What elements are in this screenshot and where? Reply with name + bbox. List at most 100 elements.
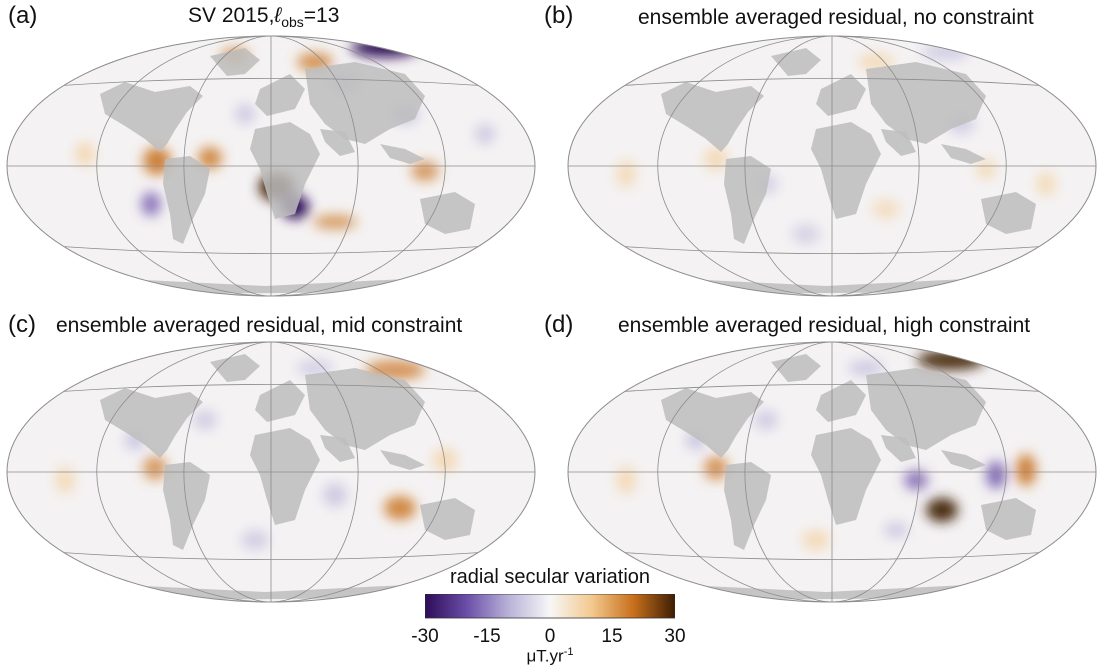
landmass [941,450,986,470]
landmass [210,354,260,382]
colorbar-title: radial secular variation [449,566,651,588]
map-border [6,35,536,297]
anomaly-blob [1016,454,1036,486]
anomaly-blob [1036,172,1056,196]
landmass [811,428,881,525]
anomaly-blob [143,456,167,480]
anomaly-blob [904,470,928,490]
landmass [811,122,881,219]
anomaly-blob [917,350,985,370]
land-layer [100,48,475,294]
anomaly-blob [475,124,495,144]
landmass [881,435,916,462]
landmass [881,129,916,156]
anomaly-blob [926,498,958,522]
panel-label: (c) [8,311,36,338]
landmass [866,368,986,450]
anomaly-blob [143,147,171,175]
unit-base: μT.yr [526,646,564,666]
parallel-line [624,246,1040,254]
panel-c: (c) ensemble averaged residual, mid cons… [0,305,520,625]
graticule [568,35,1096,297]
anomaly-blob [313,215,357,229]
landmass [816,74,866,116]
title-prefix: SV 2015, [188,4,275,27]
panel-label: (d) [544,311,574,338]
landmass [941,144,986,164]
title-suffix: =13 [303,4,340,27]
landmass [380,144,425,164]
landmass [305,368,425,450]
anomaly-blob [351,39,419,57]
parallel-line [63,552,479,560]
landmass [420,498,475,540]
panel-a: (a) SV 2015,ℓobs=13 [0,0,520,320]
map-border [567,35,1097,297]
anomaly-blob [235,104,255,124]
anomaly-blob [704,147,728,171]
anomaly-blob [792,224,820,244]
anomaly-blob [986,461,1006,489]
landmass [100,82,203,152]
panel-title: SV 2015,ℓobs=13 [188,4,339,30]
landmass [420,192,475,234]
landmass [866,62,986,144]
anomaly-blob [384,496,416,520]
map-b [567,35,1097,297]
panel-title: ensemble averaged residual, high constra… [618,314,1031,337]
anomaly-blob [616,466,636,494]
map-border [567,341,1097,603]
panel-label: (a) [8,2,38,29]
panel-b: (b) ensemble averaged residual, no const… [544,0,1080,320]
anomaly-blob [198,147,222,169]
colorbar-gradient [425,594,675,619]
panel-title: ensemble averaged residual, no constrain… [638,6,1034,29]
landmass [661,82,764,152]
anomaly-blob [433,448,457,472]
colorbar: radial secular variation -30 -15 0 15 30… [405,566,695,666]
map-c [6,341,536,603]
parallel-line [624,78,1040,86]
anomaly-blob [241,530,269,550]
landmass [210,48,260,76]
panel-d: (d) ensemble averaged residual, high con… [544,305,1080,625]
anomaly-blob [75,142,95,166]
graticule [568,341,1096,603]
landmass [981,498,1036,540]
colorbar-tick: 0 [544,626,556,647]
panel-title: ensemble averaged residual, mid constrai… [56,314,463,337]
panel-label: (b) [544,2,574,29]
landmass [320,129,355,156]
landmass [250,428,320,525]
landmass [661,388,764,458]
colorbar-tick: 30 [664,626,686,647]
landmass [100,388,203,458]
anomaly-blob [704,456,728,480]
map-border [6,341,536,603]
colorbar-tick: -30 [411,626,439,647]
anomaly-blob [323,483,347,507]
landmass [320,435,355,462]
anomaly-blob [802,530,830,550]
colorbar-tick: -15 [473,626,501,647]
colorbar-tick: 15 [601,626,623,647]
anomaly-blob [193,410,217,430]
anomaly-blob [976,159,996,179]
anomaly-blob [754,410,778,430]
landmass [981,192,1036,234]
colorbar-unit: μT.yr-1 [405,646,695,667]
anomaly-blob [141,192,161,216]
anomaly-blob [411,161,439,181]
landmass [250,122,320,219]
landmass [255,380,305,422]
anomaly-blob [848,360,884,376]
map-a [6,35,536,297]
anomaly-blob [616,160,636,188]
anomaly-blob [922,44,970,60]
landmass [380,450,425,470]
title-ell: ℓ [274,4,282,27]
parallel-line [63,384,479,392]
anomaly-blob [872,199,900,219]
landmass [255,74,305,116]
landmass [771,354,821,382]
